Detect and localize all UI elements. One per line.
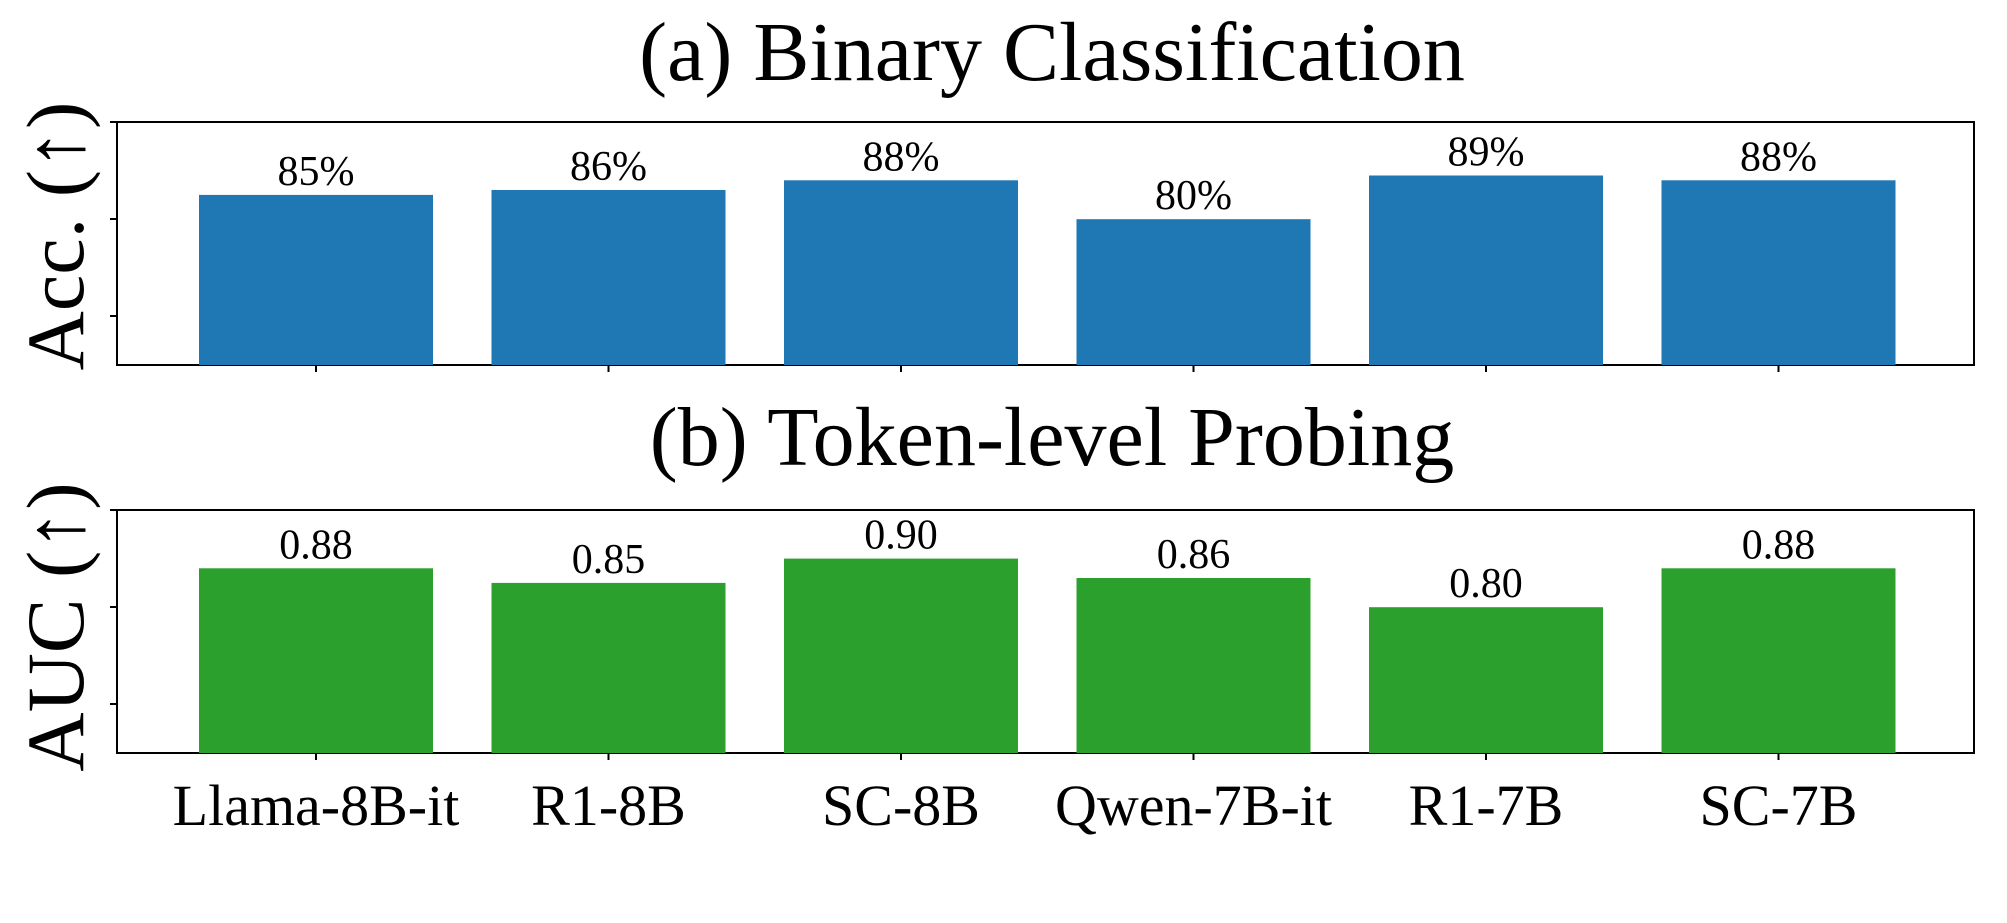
panel-b-value-label: 0.80 xyxy=(1449,561,1523,607)
panel-b-value-label: 0.90 xyxy=(864,513,938,559)
panel-a-bar-llama-8b-it xyxy=(199,194,433,365)
panel-a-y-axis-label: Acc. (↑) xyxy=(10,102,101,371)
panel-a-y-ticks xyxy=(110,121,117,317)
panel-b-value-label: 0.85 xyxy=(572,537,646,583)
panel-b-bar-sc-7b xyxy=(1661,568,1896,753)
panel-b-y-ticks xyxy=(110,509,117,705)
panel-b-bar-llama-8b-it xyxy=(199,568,433,753)
panel-b: (b) Token-level Probing AUC (↑) 0.88 0.85… xyxy=(10,391,1975,838)
panel-b-bar-r1-7b xyxy=(1369,607,1603,753)
x-tick-label-r1-8b: R1-8B xyxy=(531,773,686,838)
panel-b-value-label: 0.88 xyxy=(1742,522,1816,568)
panel-a-title: (a) Binary Classification xyxy=(639,6,1465,99)
panel-b-value-label: 0.88 xyxy=(279,522,353,568)
x-tick-label-sc-7b: SC-7B xyxy=(1700,773,1858,838)
panel-a-value-label: 80% xyxy=(1155,173,1232,219)
panel-b-title: (b) Token-level Probing xyxy=(650,391,1454,484)
x-tick-label-qwen-7b-it: Qwen-7B-it xyxy=(1055,773,1332,838)
panel-b-bar-r1-8b xyxy=(491,582,726,753)
panel-a-x-ticks xyxy=(315,365,1780,372)
panel-a-bar-r1-7b xyxy=(1369,175,1603,365)
panel-a-value-label: 89% xyxy=(1448,130,1525,176)
panel-a-value-label: 85% xyxy=(278,149,355,195)
panel-b-x-ticks xyxy=(315,753,1780,760)
panel-b-bars xyxy=(199,558,1896,753)
panel-b-value-label: 0.86 xyxy=(1157,532,1231,578)
panel-a-bar-sc-8b xyxy=(784,180,1018,365)
x-tick-label-llama-8b-it: Llama-8B-it xyxy=(173,773,460,838)
panel-a-plot-frame xyxy=(116,121,1975,366)
panel-b-bar-qwen-7b-it xyxy=(1076,578,1311,753)
panel-b-plot-frame xyxy=(116,509,1975,754)
panel-b-value-labels: 0.88 0.85 0.90 0.86 0.80 0.88 xyxy=(279,513,1815,608)
panel-a: (a) Binary Classification Acc. (↑) 85% 86… xyxy=(10,6,1975,372)
panel-a-bar-sc-7b xyxy=(1661,180,1896,365)
x-tick-label-r1-7b: R1-7B xyxy=(1409,773,1564,838)
panel-b-y-axis-label: AUC (↑) xyxy=(10,482,101,771)
panel-a-value-label: 88% xyxy=(1740,134,1817,180)
panel-a-value-label: 88% xyxy=(863,134,940,180)
panel-a-bars xyxy=(199,175,1896,365)
panel-a-bar-qwen-7b-it xyxy=(1076,219,1311,365)
panel-a-value-label: 86% xyxy=(570,144,647,190)
panel-a-value-labels: 85% 86% 88% 80% 89% 88% xyxy=(278,130,1818,220)
panel-a-bar-r1-8b xyxy=(491,190,726,365)
panel-b-x-tick-labels: Llama-8B-it R1-8B SC-8B Qwen-7B-it R1-7B SC-7… xyxy=(173,773,1858,838)
x-tick-label-sc-8b: SC-8B xyxy=(822,773,980,838)
panel-b-bar-sc-8b xyxy=(784,558,1018,753)
